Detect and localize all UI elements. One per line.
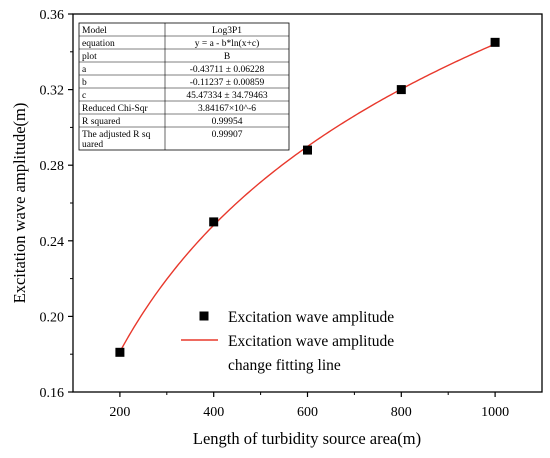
x-tick-label: 600 bbox=[297, 405, 318, 420]
fit-parameters-table: Model Log3P1 equation y = a - b*ln(x+c) plot… bbox=[78, 22, 290, 151]
table-row-label: c bbox=[82, 91, 86, 101]
y-axis-ticks: 0.16 0.20 0.24 0.28 0.32 0.36 bbox=[40, 8, 73, 401]
x-tick-label: 200 bbox=[109, 405, 130, 420]
table-row-value: 3.84167×10^-6 bbox=[198, 104, 256, 114]
table-row-value: 0.99907 bbox=[212, 130, 243, 140]
table-row-label: uared bbox=[82, 140, 103, 150]
y-tick-label: 0.24 bbox=[40, 235, 65, 250]
legend-label-line: Excitation wave amplitude bbox=[228, 333, 394, 350]
legend-label-line-2: change fitting line bbox=[228, 357, 341, 374]
table-row-value: -0.43711 ± 0.06228 bbox=[190, 65, 265, 75]
x-tick-label: 400 bbox=[203, 405, 224, 420]
table-row-label: plot bbox=[82, 52, 97, 62]
x-tick-label: 1000 bbox=[481, 405, 509, 420]
table-row-label: equation bbox=[82, 39, 115, 49]
x-tick-label: 800 bbox=[391, 405, 412, 420]
table-row-label: Reduced Chi-Sqr bbox=[82, 104, 149, 114]
data-point bbox=[115, 347, 125, 357]
y-tick-label: 0.28 bbox=[40, 159, 65, 174]
y-tick-label: 0.32 bbox=[40, 84, 65, 99]
y-tick-label: 0.16 bbox=[40, 386, 65, 401]
scatter-series bbox=[115, 37, 500, 357]
table-row-label: a bbox=[82, 65, 87, 75]
x-axis-ticks: 200 400 600 800 1000 bbox=[109, 392, 509, 420]
table-row-label: Model bbox=[82, 26, 107, 36]
table-row-label: The adjusted R sq bbox=[82, 130, 151, 140]
legend-marker-square bbox=[199, 311, 209, 321]
table-row-value: 45.47334 ± 34.79463 bbox=[186, 91, 267, 101]
table-row-value: 0.99954 bbox=[212, 117, 243, 127]
table-row-label: R squared bbox=[82, 117, 121, 127]
data-point bbox=[303, 145, 312, 155]
y-axis-title: Excitation wave amplitude(m) bbox=[10, 103, 29, 304]
data-point bbox=[396, 85, 406, 95]
legend: Excitation wave amplitude Excitation wave… bbox=[181, 309, 394, 374]
x-axis-title: Length of turbidity source area(m) bbox=[193, 429, 421, 448]
y-tick-label: 0.20 bbox=[40, 310, 65, 325]
data-point bbox=[209, 217, 219, 227]
y-tick-label: 0.36 bbox=[40, 8, 65, 23]
data-point bbox=[490, 37, 500, 47]
table-row-value: B bbox=[224, 52, 230, 62]
table-row-value: y = a - b*ln(x+c) bbox=[195, 38, 260, 49]
table-row-label: b bbox=[82, 78, 87, 88]
table-row-value: -0.11237 ± 0.00859 bbox=[190, 78, 265, 88]
table-border bbox=[78, 22, 290, 151]
legend-label-scatter: Excitation wave amplitude bbox=[228, 309, 394, 326]
table-row-value: Log3P1 bbox=[212, 26, 242, 36]
